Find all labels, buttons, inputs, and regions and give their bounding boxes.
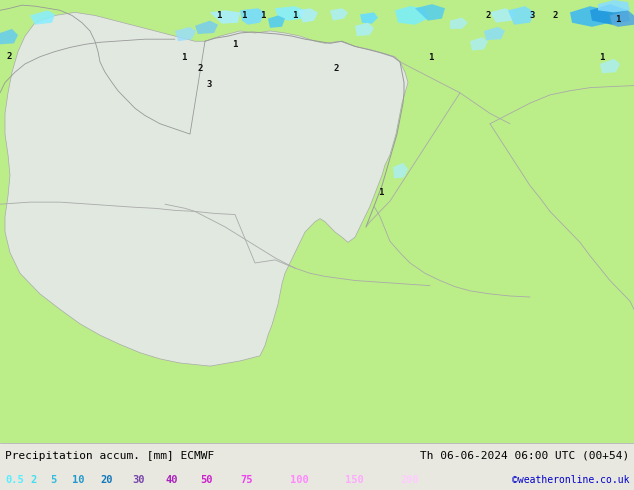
Text: 1: 1 xyxy=(600,53,605,62)
Text: 1: 1 xyxy=(292,11,297,20)
Polygon shape xyxy=(415,4,445,21)
Text: 2: 2 xyxy=(7,52,12,61)
Text: 3: 3 xyxy=(207,80,212,89)
Polygon shape xyxy=(470,37,488,50)
Polygon shape xyxy=(0,29,18,45)
Polygon shape xyxy=(395,6,428,25)
Polygon shape xyxy=(355,23,374,36)
Polygon shape xyxy=(330,8,348,21)
Polygon shape xyxy=(600,59,620,73)
Text: Th 06-06-2024 06:00 UTC (00+54): Th 06-06-2024 06:00 UTC (00+54) xyxy=(420,451,629,461)
Polygon shape xyxy=(484,27,505,40)
Polygon shape xyxy=(590,4,630,25)
Text: 1: 1 xyxy=(216,11,221,20)
Polygon shape xyxy=(393,163,408,178)
Text: 10: 10 xyxy=(72,475,84,485)
Text: 40: 40 xyxy=(165,475,178,485)
Text: 2: 2 xyxy=(552,11,557,20)
Polygon shape xyxy=(175,27,196,41)
Polygon shape xyxy=(360,12,378,24)
Text: 5: 5 xyxy=(50,475,56,485)
Polygon shape xyxy=(508,6,535,25)
Text: 0.5: 0.5 xyxy=(5,475,23,485)
Text: 2: 2 xyxy=(486,11,491,20)
Text: 2: 2 xyxy=(333,64,339,73)
Text: 1: 1 xyxy=(242,11,247,20)
Text: 150: 150 xyxy=(345,475,364,485)
Polygon shape xyxy=(268,16,285,28)
Polygon shape xyxy=(450,18,468,29)
Polygon shape xyxy=(610,10,634,27)
Polygon shape xyxy=(5,12,408,366)
Text: 1: 1 xyxy=(429,53,434,62)
Text: ©weatheronline.co.uk: ©weatheronline.co.uk xyxy=(512,475,629,485)
Text: 100: 100 xyxy=(290,475,309,485)
Polygon shape xyxy=(240,8,265,25)
Polygon shape xyxy=(30,10,55,25)
Polygon shape xyxy=(298,8,318,23)
Polygon shape xyxy=(275,6,305,21)
Text: 75: 75 xyxy=(240,475,252,485)
Text: 1: 1 xyxy=(181,53,186,62)
Text: 2: 2 xyxy=(30,475,36,485)
Text: 2: 2 xyxy=(197,64,202,73)
Text: 1: 1 xyxy=(378,188,383,197)
Text: 1: 1 xyxy=(232,40,237,49)
Text: 50: 50 xyxy=(200,475,212,485)
Text: 200: 200 xyxy=(400,475,418,485)
Text: 30: 30 xyxy=(132,475,145,485)
Text: Precipitation accum. [mm] ECMWF: Precipitation accum. [mm] ECMWF xyxy=(5,451,214,461)
Polygon shape xyxy=(598,0,630,12)
Text: 20: 20 xyxy=(100,475,112,485)
Text: 1: 1 xyxy=(616,16,621,24)
Polygon shape xyxy=(195,21,218,34)
Polygon shape xyxy=(210,10,240,24)
Polygon shape xyxy=(570,6,610,27)
Text: 3: 3 xyxy=(530,11,535,20)
Polygon shape xyxy=(490,8,515,23)
Text: 1: 1 xyxy=(261,11,266,20)
